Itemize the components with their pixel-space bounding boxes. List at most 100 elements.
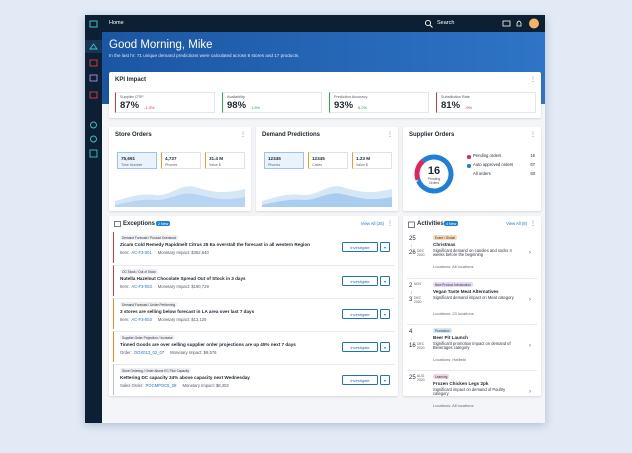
ref[interactable]: AC-F3-003: [131, 317, 152, 322]
date-day: 25: [409, 375, 416, 381]
exception-item[interactable]: Demand Forecast / Under Performing 3 stor…: [113, 298, 394, 329]
activity-description: Significant promotion impact on demand o…: [433, 340, 511, 351]
badge: 4 New: [444, 221, 459, 227]
ref-label: Item:: [120, 317, 130, 322]
exception-title: Zicam Cold Remedy Rapidmelt Citrus 25 Ea…: [120, 242, 310, 247]
investigate-button[interactable]: Investigate: [342, 242, 378, 252]
legend-value: 67: [530, 162, 535, 167]
icon-home[interactable]: [89, 43, 98, 50]
avatar[interactable]: [529, 18, 539, 29]
exception-tag: Demand Forecast / Under Performing: [120, 302, 178, 308]
dropdown-button[interactable]: ▾: [380, 342, 390, 352]
ref[interactable]: POCMPOC5_08: [145, 383, 177, 388]
kpi-change: 1.8%: [251, 104, 261, 110]
activity-item[interactable]: 2 NOV ↓ 3 DEC 2020 New Product Introduction Veg…: [407, 278, 537, 322]
icon-grid[interactable]: [89, 149, 98, 158]
icon-settings[interactable]: [90, 121, 97, 129]
kpi-label: Prediction Accuracy: [334, 95, 368, 99]
chevron[interactable]: ›: [529, 297, 531, 303]
ref-label: Item:: [120, 250, 130, 255]
chevron[interactable]: ›: [529, 250, 531, 256]
kpi-tile: Substitution Rate 81% -9%: [436, 92, 536, 113]
card-title: Demand Predictions: [262, 132, 321, 138]
menu[interactable]: ⋮: [387, 221, 393, 227]
menu[interactable]: ⋮: [530, 77, 536, 83]
card-title: KPI Impact: [115, 77, 147, 83]
dropdown-button[interactable]: ▾: [380, 375, 390, 385]
icon-alert[interactable]: [89, 91, 98, 99]
stat-value: 1.23 M: [356, 156, 371, 161]
greeting: Good Morning, Mike: [109, 39, 213, 51]
ref[interactable]: OOX013_02_07: [133, 350, 165, 355]
date-month: AUG: [417, 374, 425, 378]
legend-dot: [467, 164, 471, 168]
icon-tag[interactable]: [89, 59, 98, 67]
ref[interactable]: AC-F3-003: [131, 284, 152, 289]
date-arrow: ↓: [410, 243, 413, 249]
chevron[interactable]: ›: [529, 389, 531, 395]
icon-apps[interactable]: [89, 20, 98, 28]
kpi-card: KPI Impact ⋮ Supplier OTIF 87% -1.3% Availab…: [109, 72, 541, 118]
search[interactable]: Search: [437, 20, 455, 26]
dropdown-button[interactable]: ▾: [380, 242, 390, 252]
activity-title: Beer Pit Launch: [433, 335, 468, 340]
menu[interactable]: ⋮: [530, 221, 536, 227]
stat-label: Phones: [268, 162, 281, 167]
investigate-button[interactable]: Investigate: [342, 375, 378, 385]
icon-layers[interactable]: [90, 135, 97, 143]
sidebar: [85, 15, 102, 423]
menu[interactable]: ⋮: [387, 132, 393, 138]
activity-item[interactable]: 25 AUG 2020 Learning Frozen Chicken Legs 2pk…: [407, 370, 537, 414]
supplier-orders-card: Supplier Orders ⋮ 16 Pending Orders Pending…: [403, 127, 541, 211]
chat-icon[interactable]: [502, 20, 511, 27]
view-all[interactable]: View All (8): [506, 221, 527, 226]
donut-segment: [414, 154, 454, 194]
date-day: 16: [409, 343, 416, 349]
kpi-value: 98%: [227, 100, 247, 111]
exception-item[interactable]: OC Stock / Out of Stock Nutella Hazelnut …: [113, 265, 394, 296]
exception-title: Tinned Goods are over selling supplier o…: [120, 342, 296, 347]
kpi-value: 81%: [441, 100, 461, 111]
bell-icon[interactable]: [516, 20, 522, 27]
dropdown-button[interactable]: ▾: [380, 276, 390, 286]
exceptions-card: Exceptions 2 New View All (25) ⋮ Demand …: [109, 216, 398, 396]
activity-item[interactable]: 4 ↓ 16 DEC 2020 Promotion Beer Pit Launch Signi…: [407, 324, 537, 368]
exception-item[interactable]: Store Ordering / Order Above EC Pick Cap…: [113, 364, 394, 395]
activity-title: Christmas: [433, 242, 456, 247]
date-month: DEC: [417, 249, 425, 253]
menu[interactable]: ⋮: [530, 132, 536, 138]
investigate-button[interactable]: Investigate: [342, 342, 378, 352]
ref-label: Sales Order:: [120, 383, 144, 388]
chevron[interactable]: ›: [529, 343, 531, 349]
investigate-button[interactable]: Investigate: [342, 309, 378, 319]
date-year: 2020: [417, 252, 425, 257]
impact: Monetary Impact: $9,576: [170, 350, 217, 355]
menu[interactable]: ⋮: [240, 132, 246, 138]
donut: [414, 154, 454, 194]
area-chart: [115, 186, 245, 207]
activity-location: Locations: Hatfield: [433, 357, 466, 362]
kpi-change: 8.2%: [358, 104, 368, 110]
activity-item[interactable]: 25 ↓ 26 DEC 2020 Event / Global Christmas Signi…: [407, 232, 537, 276]
activity-location: Locations: 23 locations: [433, 311, 474, 316]
investigate-button[interactable]: Investigate: [342, 276, 378, 286]
stat-label: Cases: [312, 162, 323, 167]
icon-report[interactable]: [89, 74, 98, 82]
dropdown-button[interactable]: ▾: [380, 309, 390, 319]
donut-label: Pending Orders: [427, 177, 441, 185]
stat-tile: 31.4 M Value $: [205, 152, 245, 169]
ref-label: Item:: [120, 284, 130, 289]
top-bar: Home Search: [102, 15, 545, 32]
impact: Monetary Impact: $13,125: [157, 317, 207, 322]
impact: Monetary Impact: $362,640: [157, 250, 209, 255]
exception-item[interactable]: Supplier Order Projection / Increase Tinn…: [113, 331, 394, 362]
view-all[interactable]: View All (25): [360, 221, 384, 226]
activity-description: Significant demand impact on Meat catego…: [433, 294, 514, 300]
legend-label: Pending orders: [473, 153, 502, 158]
exception-item[interactable]: Demand Forecast / Product Overstock Zicam…: [113, 232, 394, 263]
ref[interactable]: AC-F3-001: [131, 250, 152, 255]
kpi-value: 87%: [120, 100, 140, 111]
activity-tag: Promotion: [433, 328, 452, 334]
date-month: NOV: [414, 282, 422, 286]
search-icon: [424, 19, 433, 28]
